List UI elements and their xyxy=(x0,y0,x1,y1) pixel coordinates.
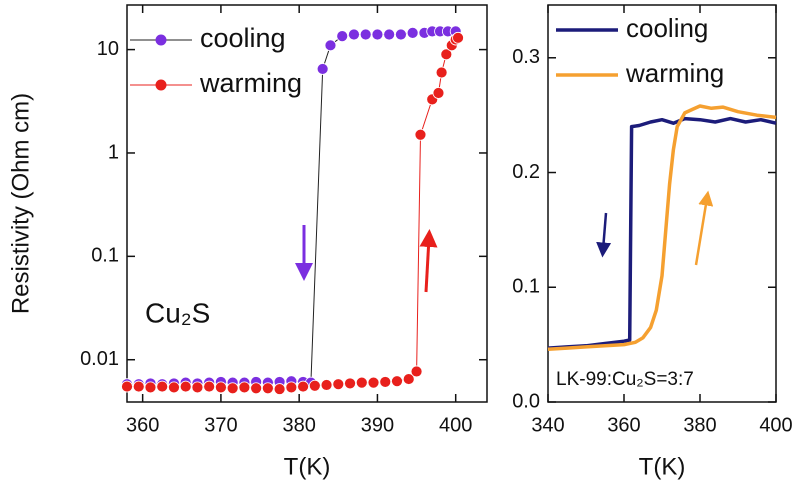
data-point xyxy=(440,48,453,61)
y-tick-label: 0.2 xyxy=(512,161,540,183)
data-point xyxy=(391,375,403,388)
data-point xyxy=(261,382,274,395)
data-point xyxy=(168,381,180,394)
data-point xyxy=(395,28,407,41)
data-point xyxy=(285,381,298,394)
x-tick-label: 400 xyxy=(759,414,792,436)
data-point xyxy=(215,381,227,394)
y-tick-label: 1 xyxy=(108,141,119,163)
x-axis-label: T(K) xyxy=(639,453,686,480)
legend-label: warming xyxy=(625,58,724,88)
series-line xyxy=(547,104,777,351)
x-tick-label: 370 xyxy=(204,414,237,436)
data-point xyxy=(435,66,448,79)
plot-frame xyxy=(547,4,777,403)
data-point xyxy=(297,380,309,393)
data-point xyxy=(452,31,464,44)
legend-label: cooling xyxy=(200,23,286,53)
data-point xyxy=(332,378,345,391)
data-point xyxy=(179,380,192,393)
data-point xyxy=(144,381,157,394)
data-point xyxy=(132,380,145,393)
y-axis-label: Resistivity (Ohm cm) xyxy=(7,93,34,314)
y-tick-label: 0.3 xyxy=(512,46,540,68)
data-point xyxy=(273,383,286,395)
data-point xyxy=(410,365,423,378)
data-point xyxy=(379,376,392,388)
data-point xyxy=(383,28,396,41)
data-point xyxy=(308,379,321,392)
y-tick-label: 0.01 xyxy=(80,348,119,370)
data-point xyxy=(203,380,216,393)
data-point xyxy=(324,39,337,52)
legend-label: warming xyxy=(199,68,302,98)
data-point xyxy=(367,376,380,389)
x-axis-label: T(K) xyxy=(284,453,331,480)
y-tick-label: 0.1 xyxy=(512,276,540,298)
data-point xyxy=(316,63,329,75)
x-tick-label: 390 xyxy=(361,414,394,436)
data-point xyxy=(371,28,384,41)
legend-marker xyxy=(155,34,167,46)
annotation: LK-99:Cu₂S=3:7 xyxy=(556,369,694,390)
data-point xyxy=(191,381,204,394)
x-tick-label: 380 xyxy=(683,414,716,436)
data-point xyxy=(226,382,239,395)
series-line xyxy=(547,116,777,350)
data-point xyxy=(320,379,333,391)
x-tick-label: 400 xyxy=(439,414,472,436)
data-point xyxy=(414,128,427,141)
legend-marker xyxy=(155,79,167,91)
data-point xyxy=(344,377,356,390)
data-point xyxy=(359,28,372,41)
data-point xyxy=(156,380,169,393)
data-point xyxy=(348,28,360,41)
data-point xyxy=(432,87,445,99)
data-point xyxy=(355,376,368,389)
y-tick-label: 0.0 xyxy=(512,390,540,412)
arrow xyxy=(419,229,438,293)
data-point xyxy=(238,381,251,394)
data-point xyxy=(250,382,263,395)
legend-label: cooling xyxy=(626,13,708,43)
x-tick-label: 360 xyxy=(607,414,640,436)
data-point xyxy=(336,30,349,43)
x-tick-label: 380 xyxy=(282,414,315,436)
annotation: Cu₂S xyxy=(145,297,210,328)
x-tick-label: 360 xyxy=(126,414,159,436)
arrow xyxy=(596,212,612,258)
x-tick-label: 340 xyxy=(531,414,564,436)
y-tick-label: 0.1 xyxy=(91,245,119,267)
data-point xyxy=(121,380,133,393)
plot-frame xyxy=(126,4,488,403)
y-tick-label: 10 xyxy=(97,38,119,60)
data-point xyxy=(402,373,415,385)
data-point xyxy=(406,27,419,39)
arrow xyxy=(694,190,714,266)
